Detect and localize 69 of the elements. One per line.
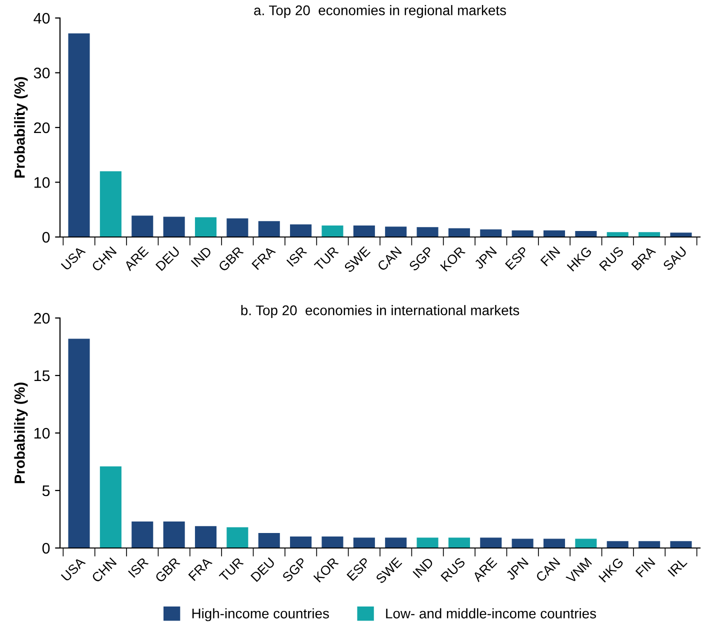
y-axis-title: Probability (%) [14, 382, 28, 484]
x-tick-label: IND [412, 557, 434, 578]
legend-label: High-income countries [192, 608, 329, 622]
x-tick-label: FIN [635, 557, 656, 578]
bar [512, 538, 534, 548]
bar [575, 230, 597, 237]
bar [322, 536, 344, 548]
bar [543, 538, 566, 548]
bar [480, 538, 502, 548]
legend-label: Low- and middle-income countries [386, 608, 596, 618]
bar [226, 218, 248, 237]
y-tick-label: 15 [34, 370, 50, 382]
y-tick-label: 30 [34, 68, 50, 78]
bar [68, 338, 90, 548]
x-tick-label: IRL [668, 556, 688, 577]
x-tick-label: ISR [286, 246, 308, 267]
bar [258, 221, 280, 237]
bar [638, 541, 660, 548]
bar [226, 527, 248, 548]
bar [416, 538, 438, 548]
y-tick-label: 20 [34, 122, 50, 134]
bar [606, 232, 628, 237]
x-tick-label: TUR [218, 557, 244, 582]
bar [385, 538, 407, 548]
bar [68, 33, 90, 237]
bar [448, 538, 470, 548]
bar [670, 232, 692, 237]
bar [385, 226, 407, 237]
bar [163, 522, 185, 548]
bar [194, 526, 217, 548]
bar [353, 538, 375, 548]
bar [290, 536, 312, 548]
bar [163, 216, 185, 237]
x-tick-label: TUR [314, 246, 339, 272]
bar [575, 538, 597, 548]
x-tick-label: IND [190, 246, 212, 268]
x-tick-label: ISR [128, 557, 149, 578]
y-tick-label: 10 [34, 428, 50, 439]
x-tick-label: USA [60, 556, 86, 582]
bar [100, 466, 122, 548]
y-tick-label: 5 [42, 486, 50, 496]
bar [258, 533, 280, 548]
bar [194, 217, 217, 237]
bar [132, 216, 154, 237]
bar [290, 224, 312, 237]
bar [512, 230, 534, 237]
chart-title: b. Top 20 economies in international markets [241, 305, 520, 318]
bar [100, 171, 122, 237]
x-tick-label: FIN [540, 246, 560, 266]
bar [448, 228, 470, 237]
x-tick-label: FRA [252, 246, 276, 270]
x-tick-label: FRA [188, 556, 212, 581]
bar [638, 232, 660, 237]
y-tick-label: 0 [42, 232, 50, 243]
y-tick-label: 20 [34, 312, 50, 324]
y-tick-label: 10 [34, 177, 50, 188]
x-tick-label: USA [60, 246, 86, 271]
chart-title: a. Top 20 economies in regional markets [254, 5, 506, 18]
y-tick-label: 40 [34, 12, 50, 24]
bar [480, 229, 502, 237]
bar [606, 541, 628, 548]
y-tick-label: 0 [42, 542, 50, 554]
bar [543, 230, 566, 237]
bar [353, 226, 375, 237]
y-axis-title: Probability (%) [14, 77, 28, 178]
bar [322, 226, 344, 237]
bar [416, 227, 438, 237]
bar [132, 522, 154, 548]
bar [670, 541, 692, 548]
